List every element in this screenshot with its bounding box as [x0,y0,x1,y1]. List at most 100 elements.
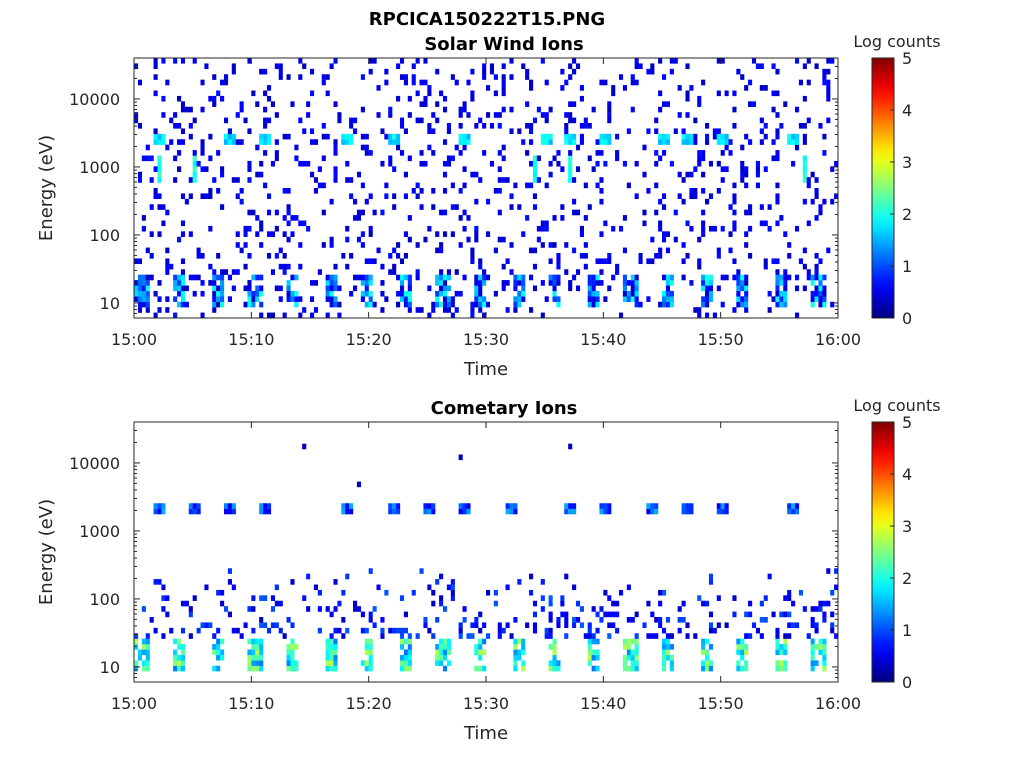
heatmap-cell [169,139,174,145]
heatmap-cell [263,90,268,97]
heatmap-cell [798,123,803,129]
heatmap-cell [177,236,182,243]
heatmap-cell [783,231,788,237]
heatmap-cell [216,589,221,596]
heatmap-cell [157,155,162,162]
heatmap-cell [818,296,823,302]
heatmap-cell [466,508,471,515]
heatmap-cell [564,503,569,509]
heatmap-cell [587,155,592,162]
heatmap-cell [192,503,197,509]
heatmap-cell [689,225,694,232]
colorbar-tick-label: 5 [902,49,912,68]
heatmap-cell [552,649,557,656]
heatmap-cell [266,503,272,509]
heatmap-cell [802,198,807,205]
heatmap-cell [153,128,158,135]
heatmap-cell [419,160,424,167]
heatmap-cell [744,649,749,656]
heatmap-cell [810,280,815,286]
heatmap-cell [575,269,581,275]
heatmap-cell [701,209,706,216]
heatmap-cell [247,209,252,216]
heatmap-cell [720,274,725,281]
heatmap-cell [466,139,471,145]
heatmap-cell [740,274,745,281]
heatmap-cell [290,644,295,650]
heatmap-cell [794,225,800,232]
heatmap-cell [435,231,440,237]
heatmap-cell [505,503,510,509]
heatmap-cell [141,274,146,281]
x-tick-label: 15:30 [463,330,509,349]
heatmap-cell [669,160,674,167]
heatmap-cell [634,58,639,64]
heatmap-cell [216,274,221,281]
heatmap-cell [153,166,158,172]
heatmap-cell [791,600,796,607]
heatmap-cell [286,204,291,210]
heatmap-cell [732,182,737,189]
heatmap-cell [693,307,698,313]
heatmap-cell [662,296,667,302]
heatmap-cell [548,627,553,634]
heatmap-cell [705,296,710,302]
heatmap-cell [310,90,315,97]
heatmap-cell [814,627,819,634]
heatmap-cell [662,589,667,596]
heatmap-cell [180,660,186,666]
heatmap-cell [153,63,158,70]
heatmap-cell [407,638,412,645]
heatmap-cell [595,160,600,167]
heatmap-cell [259,290,264,297]
heatmap-cell [744,242,749,248]
heatmap-cell [278,600,283,607]
heatmap-cell [180,296,186,302]
heatmap-cell [802,285,807,292]
heatmap-cell [399,296,405,302]
heatmap-cell [615,133,620,140]
heatmap-cell [474,285,479,292]
heatmap-cell [266,627,272,634]
heatmap-cell [834,584,839,591]
heatmap-cell [415,182,420,189]
heatmap-cell [689,280,694,286]
heatmap-cell [478,611,483,618]
heatmap-cell [368,150,373,156]
heatmap-cell [669,665,674,672]
heatmap-cell [501,63,506,70]
heatmap-cell [251,627,256,634]
heatmap-cell [783,633,788,639]
heatmap-cell [220,95,225,102]
heatmap-cell [552,290,557,297]
heatmap-cell [615,263,620,270]
heatmap-cell [665,633,671,639]
heatmap-cell [294,296,299,302]
heatmap-cell [360,133,365,140]
heatmap-cell [407,290,412,297]
heatmap-cell [556,665,561,672]
heatmap-cell [556,301,561,308]
heatmap-cell [259,654,264,661]
heatmap-cell [787,595,792,601]
heatmap-cell [427,128,432,135]
heatmap-cell [595,150,600,156]
heatmap-cell [306,606,311,612]
heatmap-cell [587,290,592,297]
heatmap-cell [180,269,186,275]
heatmap-cell [802,63,807,70]
heatmap-cell [282,312,287,319]
heatmap-cell [536,225,541,232]
heatmap-cell [607,611,612,618]
heatmap-cell [192,58,197,64]
heatmap-cell [145,301,150,308]
heatmap-cell [325,660,330,666]
heatmap-cell [435,301,440,308]
heatmap-cell [493,247,498,254]
heatmap-cell [708,285,714,292]
heatmap-cell [822,285,827,292]
heatmap-cell [509,106,514,113]
heatmap-cell [732,106,737,113]
heatmap-cell [310,296,315,302]
heatmap-cell [423,101,428,107]
